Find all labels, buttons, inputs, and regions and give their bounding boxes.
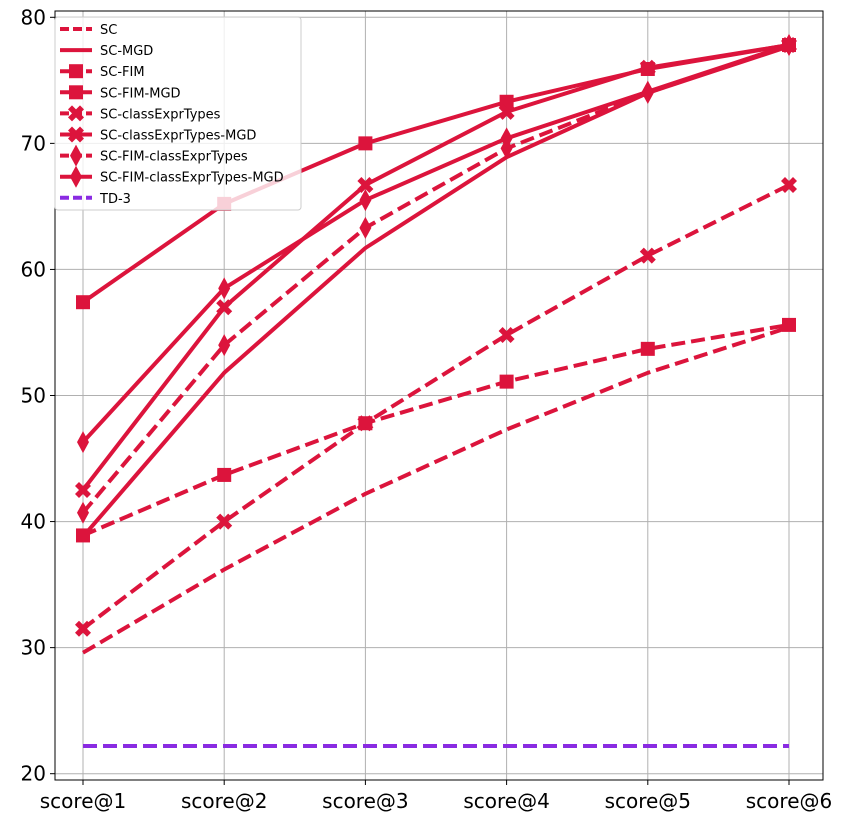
data-point (498, 103, 515, 120)
series-line (81, 43, 790, 492)
x-tick-label: score@3 (322, 789, 408, 813)
legend-label: SC-MGD (100, 44, 153, 59)
data-point (358, 136, 373, 151)
y-tick-label: 80 (21, 5, 46, 29)
data-point (783, 34, 795, 57)
legend-box (54, 16, 302, 211)
data-point (216, 513, 233, 530)
legend-item: SC-FIM (60, 64, 145, 80)
data-point (76, 295, 90, 310)
legend-item: SC-FIM-classExprTypes-MGD (60, 165, 284, 188)
data-point (75, 620, 91, 637)
series-line (81, 183, 790, 631)
series-sc-fim (76, 317, 796, 543)
data-point (639, 247, 656, 264)
y-tick-label: 30 (21, 636, 46, 660)
legend-item: SC-MGD (60, 44, 153, 59)
legend-marker (70, 165, 82, 188)
data-point (357, 176, 374, 193)
y-tick-label: 60 (21, 257, 46, 281)
data-point (359, 189, 372, 212)
data-point (500, 127, 513, 150)
series-line (82, 322, 790, 538)
data-point (639, 59, 656, 76)
legend-label: SC-classExprTypes-MGD (100, 129, 256, 144)
legend-item: TD-3 (60, 192, 131, 207)
y-tick-label: 40 (21, 510, 46, 534)
x-tick-label: score@1 (40, 789, 126, 813)
data-point (216, 299, 233, 316)
legend-label: SC-FIM-classExprTypes (100, 150, 248, 165)
data-point (77, 501, 89, 524)
legend-item: SC (60, 23, 117, 38)
data-point (498, 326, 515, 343)
legend-marker (68, 105, 84, 122)
data-point (357, 415, 374, 432)
series-line (81, 325, 790, 655)
x-tick-label: score@5 (605, 789, 691, 813)
x-tick-label: score@4 (463, 789, 549, 813)
data-point (218, 277, 231, 300)
series-sc-fim-classexprtypes-mgd (77, 34, 795, 454)
series-sc-classexprtypes (75, 176, 797, 637)
data-point (75, 482, 91, 499)
x-tick-label: score@2 (181, 789, 267, 813)
legend-item: SC-classExprTypes (60, 105, 221, 122)
legend-label: SC (100, 23, 117, 38)
y-tick-label: 50 (21, 384, 46, 408)
data-point (359, 216, 372, 239)
data-point (640, 341, 655, 356)
legend-marker (70, 144, 82, 167)
legend-marker (69, 85, 83, 100)
legend-label: SC-FIM (100, 65, 145, 80)
legend-label: SC-FIM-MGD (100, 86, 181, 101)
data-point (218, 334, 231, 357)
legend-marker (69, 64, 83, 79)
series-layer (75, 34, 797, 748)
series-sc (81, 325, 790, 655)
legend-item: SC-classExprTypes-MGD (60, 126, 256, 144)
data-point (76, 528, 90, 543)
data-point (77, 431, 89, 454)
data-point (781, 176, 797, 193)
y-tick-label: 70 (21, 131, 46, 155)
legend-item: SC-FIM-MGD (60, 85, 181, 101)
data-point (499, 374, 514, 389)
data-point (217, 467, 232, 482)
y-tick-label: 20 (21, 762, 46, 786)
x-tick-label: score@6 (746, 789, 832, 813)
legend-label: SC-classExprTypes (100, 107, 221, 122)
axis-ticks: score@1 score@2 score@3 score@4 score@5 score… (21, 5, 833, 813)
series-line (81, 43, 790, 444)
legend-item: SC-FIM-classExprTypes (60, 144, 248, 167)
legend-label: SC-FIM-classExprTypes-MGD (100, 171, 284, 186)
legend: SC SC-MGD SC-FIM SC-FIM-MGD SC-classExprType… (54, 16, 302, 211)
legend-label: TD-3 (99, 192, 131, 207)
data-point (782, 317, 796, 332)
data-point (641, 80, 654, 103)
legend-marker (68, 126, 84, 143)
